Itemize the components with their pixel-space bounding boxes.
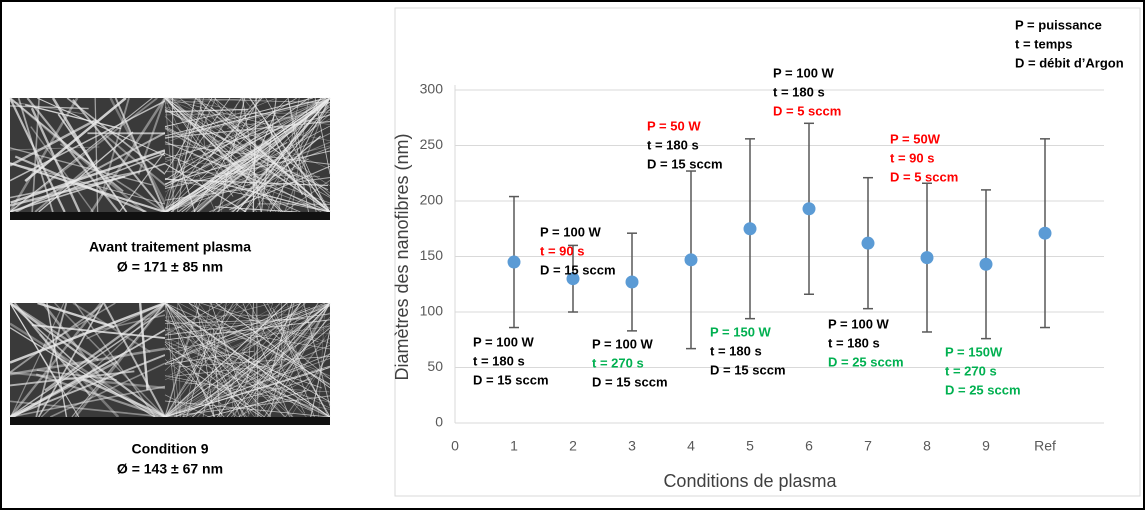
annotation: P = 150 W bbox=[710, 324, 772, 339]
point bbox=[1039, 227, 1052, 240]
annotation: D = 5 sccm bbox=[773, 103, 841, 118]
annotation: D = 25 sccm bbox=[945, 382, 1021, 397]
point bbox=[744, 222, 757, 235]
legend-entry: D = débit d’Argon bbox=[1015, 55, 1124, 70]
annotation: D = 25 sccm bbox=[828, 354, 904, 369]
point bbox=[980, 258, 993, 271]
annotation: D = 15 sccm bbox=[710, 362, 786, 377]
annotation: D = 5 sccm bbox=[890, 169, 958, 184]
point bbox=[862, 237, 875, 250]
annotation: t = 90 s bbox=[890, 150, 934, 165]
y-tick-label: 250 bbox=[420, 136, 444, 152]
legend-entry: t = temps bbox=[1015, 36, 1072, 51]
x-tick-label: 3 bbox=[628, 438, 636, 454]
x-tick-label: 9 bbox=[982, 438, 990, 454]
point bbox=[803, 202, 816, 215]
annotation: t = 270 s bbox=[592, 355, 644, 370]
annotation: P = 100 W bbox=[540, 224, 602, 239]
legend-entry: P = puissance bbox=[1015, 17, 1102, 32]
annotation: t = 180 s bbox=[710, 343, 762, 358]
annotation: P = 100 W bbox=[592, 336, 654, 351]
x-tick-label: 2 bbox=[569, 438, 577, 454]
annotation: t = 180 s bbox=[473, 353, 525, 368]
annotation: D = 15 sccm bbox=[592, 374, 668, 389]
annotation: t = 180 s bbox=[828, 335, 880, 350]
annotation: P = 100 W bbox=[773, 65, 835, 80]
scale-bar bbox=[165, 212, 330, 220]
caption: Condition 9 bbox=[132, 441, 209, 457]
x-tick-label: Ref bbox=[1034, 438, 1056, 454]
annotation: P = 50 W bbox=[647, 118, 701, 133]
annotation: t = 90 s bbox=[540, 243, 584, 258]
annotation: t = 180 s bbox=[647, 137, 699, 152]
point bbox=[685, 253, 698, 266]
annotation: P = 150W bbox=[945, 344, 1003, 359]
caption: Avant traitement plasma bbox=[89, 239, 251, 255]
x-tick-label: 4 bbox=[687, 438, 695, 454]
scale-bar bbox=[165, 417, 330, 425]
diameter: Ø = 143 ± 67 nm bbox=[117, 461, 223, 477]
x-tick-label: 8 bbox=[923, 438, 931, 454]
x-axis-title: Conditions de plasma bbox=[663, 471, 837, 491]
annotation: P = 50W bbox=[890, 131, 941, 146]
annotation: D = 15 sccm bbox=[473, 372, 549, 387]
y-tick-label: 200 bbox=[420, 192, 444, 208]
scale-bar bbox=[10, 212, 165, 220]
diameter: Ø = 171 ± 85 nm bbox=[117, 259, 223, 275]
y-tick-label: 0 bbox=[435, 414, 443, 430]
y-axis-title: Diamètres des nanofibres (nm) bbox=[392, 133, 412, 380]
x-tick-label: 5 bbox=[746, 438, 754, 454]
x-tick-label: 1 bbox=[510, 438, 518, 454]
x-tick-label: 6 bbox=[805, 438, 813, 454]
fiber bbox=[173, 98, 174, 212]
annotation: D = 15 sccm bbox=[540, 262, 616, 277]
point bbox=[626, 276, 639, 289]
annotation: P = 100 W bbox=[828, 316, 890, 331]
annotation: D = 15 sccm bbox=[647, 156, 723, 171]
y-tick-label: 100 bbox=[420, 303, 444, 319]
point bbox=[508, 256, 521, 269]
annotation: t = 180 s bbox=[773, 84, 825, 99]
x-tick-label: 0 bbox=[451, 438, 459, 454]
scale-bar bbox=[10, 417, 165, 425]
y-tick-label: 50 bbox=[427, 358, 443, 374]
x-tick-label: 7 bbox=[864, 438, 872, 454]
y-tick-label: 300 bbox=[420, 81, 444, 97]
y-tick-label: 150 bbox=[420, 247, 444, 263]
point bbox=[921, 251, 934, 264]
annotation: P = 100 W bbox=[473, 334, 535, 349]
annotation: t = 270 s bbox=[945, 363, 997, 378]
